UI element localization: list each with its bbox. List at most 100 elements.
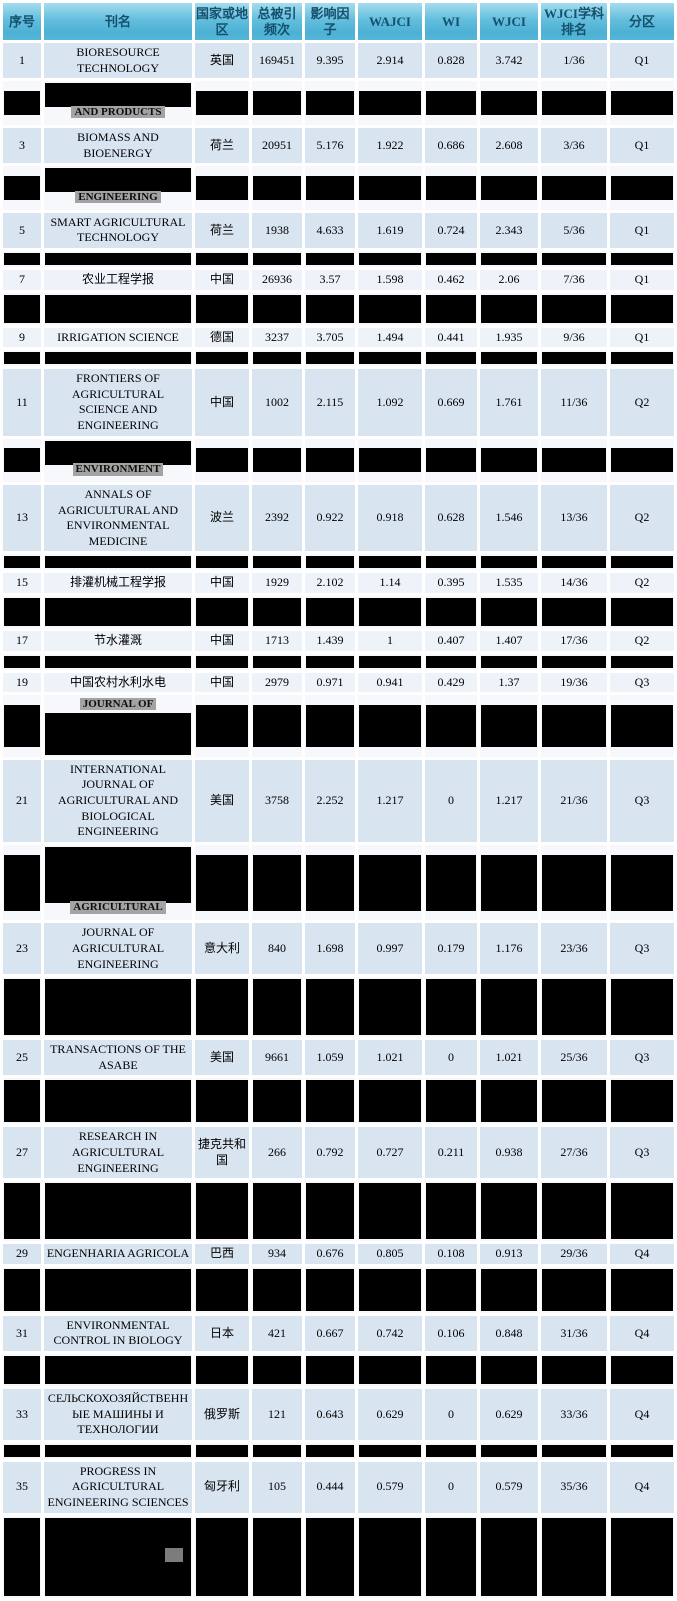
redacted-cell (425, 1181, 477, 1242)
redacted-cell (195, 1442, 249, 1459)
cell-wjci: 2.343 (480, 212, 538, 248)
redacted-cell (252, 166, 302, 210)
cell-wjci-subject-rank: 5/36 (541, 212, 607, 248)
cell-impact-factor: 0.444 (305, 1461, 355, 1513)
redacted-cell (480, 166, 538, 210)
redaction-box (45, 252, 191, 265)
redaction-box (359, 1268, 421, 1311)
redacted-cell (425, 977, 477, 1038)
redacted-cell (541, 81, 607, 125)
redaction-box (253, 448, 301, 473)
redaction-box (4, 705, 40, 748)
redacted-cell (541, 1515, 607, 1598)
redaction-box (45, 846, 191, 903)
cell-country: 巴西 (195, 1244, 249, 1264)
redaction-box (196, 1183, 248, 1240)
redaction-box (359, 1444, 421, 1457)
redacted-cell (425, 1442, 477, 1459)
redacted-cell (358, 653, 422, 670)
cell-serial: 11 (3, 369, 41, 436)
redaction-box (359, 655, 421, 668)
redaction-box (359, 854, 421, 911)
redacted-cell (425, 81, 477, 125)
cell-journal-name: 中国农村水利水电 (44, 672, 192, 693)
redacted-row (3, 250, 674, 267)
redaction-box (542, 1355, 606, 1384)
cell-journal-name: ANNALS OF AGRICULTURAL AND ENVIRONMENTAL… (44, 485, 192, 552)
redaction-box (306, 1080, 354, 1123)
cell-wjci-subject-rank: 35/36 (541, 1461, 607, 1513)
redaction-box (542, 91, 606, 116)
redaction-box (306, 294, 354, 323)
redacted-cell (425, 438, 477, 483)
redaction-box (4, 1517, 40, 1596)
table-row: 15 排灌机械工程学报 中国 1929 2.102 1.14 0.395 1.535 14/36… (3, 573, 674, 594)
cell-total-citations: 2979 (252, 672, 302, 693)
redaction-box (4, 655, 40, 668)
table-row: 25 TRANSACTIONS OF THE ASABE 美国 9661 1.059 1.… (3, 1040, 674, 1076)
redaction-box (306, 1517, 354, 1596)
redaction-box (359, 556, 421, 569)
redacted-cell (195, 292, 249, 325)
cell-wajci: 1.494 (358, 327, 422, 348)
redacted-cell (425, 1078, 477, 1125)
redaction-box (426, 598, 476, 627)
table-row: 17 节水灌溉 中国 1713 1.439 1 0.407 1.407 17/36 Q2 (3, 631, 674, 651)
redacted-cell (305, 250, 355, 267)
redaction-box (359, 294, 421, 323)
cell-wjci: 1.546 (480, 485, 538, 552)
redacted-cell (610, 438, 674, 483)
redaction-box (481, 175, 537, 200)
redaction-box (45, 1355, 191, 1384)
cell-wi: 0.669 (425, 369, 477, 436)
redaction-box (45, 83, 191, 108)
redaction-box (481, 655, 537, 668)
redacted-cell (541, 166, 607, 210)
redacted-cell (358, 554, 422, 571)
redaction-box (306, 448, 354, 473)
redacted-cell (610, 292, 674, 325)
cell-wi: 0.628 (425, 485, 477, 552)
redaction-box (611, 1080, 673, 1123)
header-wjci-subject-rank: WJCI学科排名 (541, 3, 607, 41)
redacted-cell (44, 1442, 192, 1459)
cell-journal-name: BIOMASS AND BIOENERGY (44, 127, 192, 164)
redaction-box (196, 352, 248, 365)
redacted-cell (44, 1515, 192, 1598)
cell-journal-name: INTERNATIONAL JOURNAL OF AGRICULTURAL AN… (44, 759, 192, 842)
redacted-cell (541, 1442, 607, 1459)
redacted-cell (425, 653, 477, 670)
cell-wi: 0.462 (425, 269, 477, 290)
cell-total-citations: 1713 (252, 631, 302, 651)
cell-wi: 0.724 (425, 212, 477, 248)
cell-wajci: 0.997 (358, 923, 422, 975)
redaction-box (426, 1517, 476, 1596)
redacted-row: ENVIRONMENT (3, 438, 674, 483)
redaction-box (481, 854, 537, 911)
redacted-cell (195, 250, 249, 267)
redaction-remnant-text: AGRICULTURAL (70, 901, 166, 914)
redaction-box (481, 1444, 537, 1457)
redacted-cell (44, 1181, 192, 1242)
table-row: 7 农业工程学报 中国 26936 3.57 1.598 0.462 2.06 7/36 Q1 (3, 269, 674, 290)
cell-impact-factor: 0.922 (305, 485, 355, 552)
redaction-box (196, 655, 248, 668)
redacted-cell (3, 1266, 41, 1313)
redacted-cell: AGRICULTURAL (44, 844, 192, 921)
cell-wi: 0.686 (425, 127, 477, 164)
redacted-cell (3, 1515, 41, 1598)
redacted-cell (358, 166, 422, 210)
redacted-cell (610, 844, 674, 921)
redacted-cell (252, 1353, 302, 1386)
redacted-cell (358, 1181, 422, 1242)
redacted-cell (480, 1266, 538, 1313)
redacted-cell (195, 695, 249, 757)
cell-journal-name: RESEARCH IN AGRICULTURAL ENGINEERING (44, 1127, 192, 1179)
cell-quartile: Q1 (610, 43, 674, 79)
redacted-cell (195, 1266, 249, 1313)
redaction-box (542, 1268, 606, 1311)
redaction-box (426, 252, 476, 265)
redacted-cell (252, 653, 302, 670)
header-wjci: WJCI (480, 3, 538, 41)
